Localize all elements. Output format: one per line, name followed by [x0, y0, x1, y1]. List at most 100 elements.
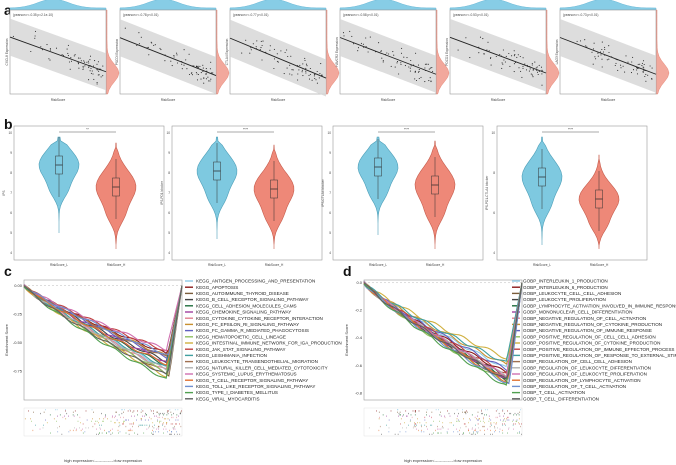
panel-label-a: a [4, 2, 12, 18]
data-point [49, 48, 51, 50]
legend-label: GOBP_POSITIVE_REGULATION_OF_CYTOKINE_PRO… [523, 341, 660, 346]
data-point [501, 62, 503, 64]
data-point [490, 56, 492, 59]
top-density [229, 0, 327, 11]
data-point [645, 80, 647, 82]
legend-label: GOBP_T_CELL_DIFFERENTIATION [523, 396, 599, 401]
data-point [250, 49, 252, 51]
data-point [382, 61, 384, 63]
data-point [508, 52, 510, 55]
y-tick-label: 4 [10, 251, 12, 255]
data-point [49, 59, 51, 61]
data-point [531, 64, 533, 66]
data-point [651, 78, 653, 80]
data-point [536, 69, 538, 72]
data-point [417, 71, 420, 73]
data-point [643, 67, 645, 69]
data-point [647, 74, 649, 76]
data-point [541, 84, 543, 86]
y-axis-label: IPS-PD1 blocker [160, 180, 164, 204]
y-axis-label: HAVCR2 Expression [335, 37, 339, 67]
data-point [608, 51, 610, 54]
data-point [488, 50, 490, 52]
data-point [183, 49, 185, 51]
data-point [74, 54, 76, 56]
data-point [209, 80, 211, 82]
data-point [414, 78, 416, 80]
data-point [48, 58, 50, 60]
data-point [284, 51, 286, 54]
x-tick-label: RiskScore_L [369, 263, 387, 267]
y-tick-label: 6 [10, 211, 12, 215]
y-axis-label: CXCL8 Expression [5, 38, 9, 65]
y-tick-label: -0.75 [13, 369, 23, 374]
data-point [414, 70, 416, 72]
data-point [138, 32, 140, 34]
legend-label: KEGG_TYPE_I_DIABETES_MELLITUS [196, 390, 278, 395]
data-point [637, 63, 639, 65]
data-point [514, 54, 516, 56]
data-point [292, 69, 294, 71]
data-point [595, 58, 597, 60]
data-point [409, 70, 411, 72]
rug-frame [23, 407, 183, 437]
y-axis-label: Enrichment Score [344, 323, 349, 356]
data-point [365, 37, 367, 39]
data-point [486, 49, 488, 51]
legend-label: GOBP_NEGATIVE_REGULATION_OF_IMMUNE_RESPO… [523, 328, 652, 333]
data-point [70, 60, 73, 62]
legend-label: GOBP_REGULATION_OF_T_CELL_ACTIVATION [523, 384, 626, 389]
data-point [530, 73, 532, 75]
es-curve [363, 282, 523, 360]
data-point [388, 53, 390, 55]
data-point [309, 67, 311, 70]
data-point [196, 73, 198, 75]
plot-frame [332, 125, 484, 261]
data-point [90, 67, 92, 69]
data-point [207, 76, 209, 78]
y-tick-label: 6 [493, 211, 495, 215]
data-point [49, 49, 51, 51]
data-point [176, 54, 178, 56]
data-point [406, 57, 408, 59]
x-axis-label: RiskScore [381, 98, 396, 102]
data-point [197, 66, 199, 68]
data-point [140, 36, 142, 38]
data-point [431, 67, 433, 69]
data-point [289, 73, 291, 75]
y-tick-label: 9 [329, 151, 331, 155]
data-point [308, 78, 311, 80]
data-point [82, 67, 84, 69]
data-point [193, 65, 195, 67]
data-point [622, 65, 624, 67]
data-point [430, 80, 432, 82]
plot-frame [171, 125, 323, 261]
x-axis-label: RiskScore [491, 98, 506, 102]
data-point [532, 76, 534, 78]
data-point [418, 77, 420, 80]
data-point [428, 68, 430, 70]
data-point [136, 44, 138, 47]
data-point [261, 44, 263, 47]
data-point [210, 61, 212, 63]
data-point [154, 44, 156, 46]
data-point [529, 68, 531, 70]
right-density [655, 9, 670, 95]
data-point [210, 78, 212, 80]
data-point [291, 69, 293, 71]
data-point [602, 51, 605, 53]
data-point [80, 60, 82, 62]
data-point [96, 83, 98, 85]
data-point [84, 61, 86, 63]
y-tick-label: 6 [329, 211, 331, 215]
data-point [62, 54, 64, 56]
data-point [183, 64, 185, 66]
y-axis-label: Enrichment Score [4, 323, 9, 356]
right-density [545, 9, 560, 95]
y-tick-label: -0.50 [13, 340, 23, 345]
legend-label: KEGG_CHEMOKINE_SIGNALING_PATHWAY [196, 310, 291, 315]
data-point [501, 67, 503, 69]
data-point [301, 71, 303, 73]
right-density [435, 9, 450, 95]
data-point [410, 59, 412, 62]
